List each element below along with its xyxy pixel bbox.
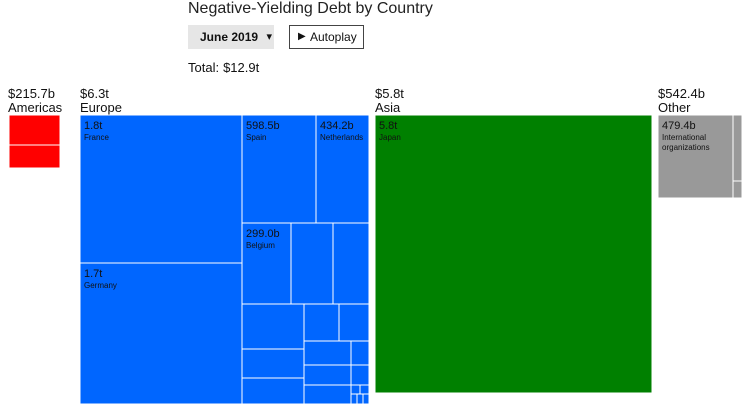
- total-label: Total:: [188, 60, 220, 75]
- treemap-cell-international-organizations-value: 479.4b: [662, 120, 696, 132]
- treemap-cell-europe-minor[interactable]: [303, 384, 352, 405]
- treemap-cell-japan[interactable]: [374, 114, 653, 394]
- treemap-cell-spain-label: Spain: [246, 133, 266, 142]
- treemap-cell-europe-minor[interactable]: [303, 303, 340, 342]
- month-select-value: June 2019: [200, 30, 259, 44]
- treemap-cell-europe-minor[interactable]: [241, 377, 305, 405]
- treemap-cell-japan-label: Japan: [379, 133, 401, 142]
- total-value: $12.9t: [223, 60, 260, 75]
- group-name: Europe: [80, 100, 122, 115]
- treemap-cell-europe-minor[interactable]: [303, 364, 352, 386]
- treemap-cell-europe-minor[interactable]: [350, 340, 370, 366]
- group-header-americas: $215.7b Americas: [8, 87, 62, 115]
- group-total: $215.7b: [8, 86, 55, 101]
- treemap-cell-other-minor[interactable]: [732, 114, 743, 182]
- treemap-cell-europe-minor[interactable]: [241, 348, 305, 379]
- autoplay-button[interactable]: ▶ Autoplay: [289, 25, 364, 49]
- treemap-cell-europe-minor[interactable]: [338, 303, 370, 342]
- treemap-cell-belgium-value: 299.0b: [246, 228, 280, 240]
- group-header-other: $542.4b Other: [658, 87, 705, 115]
- treemap-cell-europe-minor[interactable]: [241, 303, 305, 350]
- chevron-down-icon: ▾: [266, 31, 272, 43]
- treemap-cell-belgium-label: Belgium: [246, 241, 275, 250]
- total-readout: Total: $12.9t: [188, 60, 259, 75]
- treemap-cell-spain[interactable]: [241, 114, 317, 224]
- treemap-cell-france-label: France: [84, 133, 109, 142]
- group-total: $6.3t: [80, 86, 109, 101]
- chart-title: Negative-Yielding Debt by Country: [188, 0, 433, 17]
- treemap-cell-germany-label: Germany: [84, 281, 117, 290]
- treemap-cell-international-organizations-label: organizations: [662, 143, 710, 152]
- autoplay-label: Autoplay: [310, 30, 357, 44]
- treemap-cell-france-value: 1.8t: [84, 120, 102, 132]
- group-name: Americas: [8, 100, 63, 115]
- treemap-cell-americas-2[interactable]: [8, 144, 61, 169]
- treemap-cell-europe-minor[interactable]: [350, 393, 358, 405]
- treemap-cell-europe-minor[interactable]: [350, 364, 370, 386]
- treemap-cell-germany-value: 1.7t: [84, 268, 102, 280]
- month-select[interactable]: June 2019 ▾: [188, 25, 274, 49]
- group-name: Other: [658, 100, 691, 115]
- treemap-cell-europe-minor[interactable]: [359, 384, 370, 395]
- treemap-cell-europe-minor[interactable]: [332, 222, 370, 305]
- treemap-cell-europe-minor[interactable]: [290, 222, 334, 305]
- treemap-cell-international-organizations-label: International: [662, 133, 706, 142]
- group-name: Asia: [375, 100, 401, 115]
- play-icon: ▶: [298, 31, 306, 42]
- treemap-cell-international-organizations[interactable]: [657, 114, 734, 199]
- treemap-cell-americas-1[interactable]: [8, 114, 61, 146]
- treemap-cell-japan-value: 5.8t: [379, 120, 397, 132]
- group-total: $542.4b: [658, 86, 705, 101]
- treemap-cell-europe-minor[interactable]: [362, 393, 370, 405]
- treemap-cell-netherlands-label: Netherlands: [320, 133, 363, 142]
- treemap-cell-other-minor[interactable]: [732, 180, 743, 199]
- treemap-cell-europe-minor[interactable]: [350, 384, 361, 395]
- treemap-cell-europe-minor[interactable]: [356, 393, 364, 405]
- treemap-cell-france[interactable]: [79, 114, 243, 264]
- treemap-cell-netherlands-value: 434.2b: [320, 120, 354, 132]
- group-header-asia: $5.8t Asia: [375, 87, 404, 115]
- group-header-europe: $6.3t Europe: [80, 87, 122, 115]
- treemap-cell-germany[interactable]: [79, 262, 243, 405]
- group-total: $5.8t: [375, 86, 404, 101]
- treemap-cell-spain-value: 598.5b: [246, 120, 280, 132]
- treemap-cell-europe-minor[interactable]: [303, 340, 352, 366]
